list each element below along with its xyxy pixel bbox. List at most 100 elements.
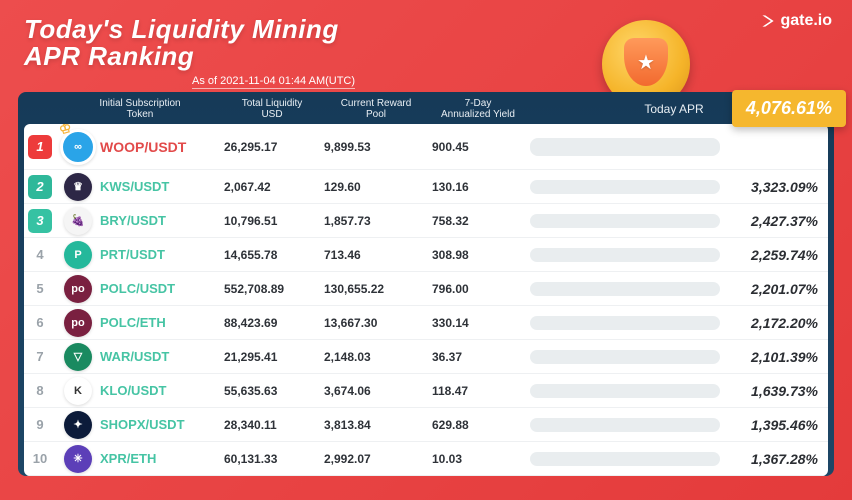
apr-value: 2,172.20% <box>726 315 822 331</box>
col-token: Initial Subscription Token <box>58 98 222 120</box>
yield-value: 796.00 <box>428 282 524 296</box>
page-title: Today's Liquidity Mining APR Ranking <box>24 16 828 71</box>
pair-label: WOOP/USDT <box>100 139 220 155</box>
liquidity-value: 28,340.11 <box>220 418 320 432</box>
table-row: 7 ▽ WAR/USDT21,295.412,148.0336.37 2,101.39… <box>24 340 828 374</box>
apr-value: 2,259.74% <box>726 247 822 263</box>
token-icon: ♔∞ <box>60 129 96 165</box>
apr-bar <box>530 282 720 296</box>
liquidity-value: 552,708.89 <box>220 282 320 296</box>
pair-label: SHOPX/USDT <box>100 417 220 432</box>
pair-label: KLO/USDT <box>100 383 220 398</box>
rank-badge: 4 <box>28 243 52 267</box>
token-icon: ▽ <box>64 343 92 371</box>
table-row: 3🍇BRY/USDT10,796.511,857.73758.322,427.3… <box>24 204 828 238</box>
pair-label: KWS/USDT <box>100 179 220 194</box>
yield-value: 36.37 <box>428 350 524 364</box>
apr-value: 1,367.28% <box>726 451 822 467</box>
reward-value: 129.60 <box>320 180 428 194</box>
reward-value: 3,813.84 <box>320 418 428 432</box>
as-of-timestamp: As of 2021-11-04 01:44 AM(UTC) <box>192 75 355 89</box>
title-line-1: Today's Liquidity Mining <box>24 14 339 44</box>
crown-icon: ♔ <box>57 124 74 138</box>
header: Today's Liquidity Mining APR Ranking As … <box>0 0 852 92</box>
rank-badge: 2 <box>28 175 52 199</box>
col-liquidity: Total Liquidity USD <box>222 98 322 120</box>
apr-bar <box>530 214 720 228</box>
yield-value: 10.03 <box>428 452 524 466</box>
table-row: 1♔∞WOOP/USDT26,295.179,899.53900.454,076… <box>24 124 828 170</box>
reward-value: 713.46 <box>320 248 428 262</box>
pair-label: POLC/USDT <box>100 281 220 296</box>
reward-value: 13,667.30 <box>320 316 428 330</box>
liquidity-value: 55,635.63 <box>220 384 320 398</box>
apr-value: 1,639.73% <box>726 383 822 399</box>
pair-label: WAR/USDT <box>100 349 220 364</box>
token-icon: ♛ <box>64 173 92 201</box>
token-icon: ✦ <box>64 411 92 439</box>
reward-value: 2,992.07 <box>320 452 428 466</box>
liquidity-value: 60,131.33 <box>220 452 320 466</box>
top-apr-badge: 4,076.61% <box>732 90 846 127</box>
ranking-panel: 4,076.61% Initial Subscription Token Tot… <box>18 92 834 476</box>
apr-bar <box>530 350 720 364</box>
star-icon: ★ <box>637 50 655 75</box>
rank-badge: 9 <box>28 413 52 437</box>
apr-value: 2,427.37% <box>726 213 822 229</box>
token-icon: P <box>64 241 92 269</box>
yield-value: 900.45 <box>428 140 524 154</box>
yield-value: 118.47 <box>428 384 524 398</box>
apr-bar <box>530 248 720 262</box>
title-line-2: APR Ranking <box>24 41 194 71</box>
table-row: 5 po POLC/USDT552,708.89130,655.22796.00 2,… <box>24 272 828 306</box>
yield-value: 130.16 <box>428 180 524 194</box>
apr-bar <box>530 316 720 330</box>
token-icon: ✳ <box>64 445 92 473</box>
pair-label: BRY/USDT <box>100 213 220 228</box>
reward-value: 130,655.22 <box>320 282 428 296</box>
rank-badge: 10 <box>28 447 52 471</box>
reward-value: 2,148.03 <box>320 350 428 364</box>
apr-bar <box>530 180 720 194</box>
table-row: 4P PRT/USDT14,655.78713.46308.98 2,259.74% <box>24 238 828 272</box>
rank-badge: 1 <box>28 135 52 159</box>
liquidity-value: 14,655.78 <box>220 248 320 262</box>
apr-bar <box>530 452 720 466</box>
pair-label: XPR/ETH <box>100 451 220 466</box>
liquidity-value: 2,067.42 <box>220 180 320 194</box>
reward-value: 1,857.73 <box>320 214 428 228</box>
token-icon: po <box>64 309 92 337</box>
col-yield: 7-Day Annualized Yield <box>430 98 526 120</box>
reward-value: 3,674.06 <box>320 384 428 398</box>
brand-logo: gate.io <box>762 12 832 30</box>
rank-badge: 7 <box>28 345 52 369</box>
rank-badge: 5 <box>28 277 52 301</box>
table-row: 8KKLO/USDT55,635.633,674.06118.471,639.7… <box>24 374 828 408</box>
yield-value: 308.98 <box>428 248 524 262</box>
liquidity-value: 10,796.51 <box>220 214 320 228</box>
yield-value: 330.14 <box>428 316 524 330</box>
table-row: 9 ✦ SHOPX/USDT28,340.113,813.84629.88 1,395… <box>24 408 828 442</box>
token-icon: K <box>64 377 92 405</box>
apr-bar <box>530 384 720 398</box>
token-icon: po <box>64 275 92 303</box>
chevrons-icon <box>762 14 776 28</box>
pair-label: PRT/USDT <box>100 247 220 262</box>
brand-name: gate.io <box>780 12 832 30</box>
token-icon: 🍇 <box>64 207 92 235</box>
table-row: 6poPOLC/ETH88,423.6913,667.30330.142,172… <box>24 306 828 340</box>
liquidity-value: 21,295.41 <box>220 350 320 364</box>
apr-value: 2,201.07% <box>726 281 822 297</box>
yield-value: 758.32 <box>428 214 524 228</box>
reward-value: 9,899.53 <box>320 140 428 154</box>
pair-label: POLC/ETH <box>100 315 220 330</box>
apr-value: 1,395.46% <box>726 417 822 433</box>
ranking-table: 1♔∞WOOP/USDT26,295.179,899.53900.454,076… <box>24 124 828 476</box>
apr-value: 2,101.39% <box>726 349 822 365</box>
table-row: 10 ✳ XPR/ETH60,131.332,992.0710.03 1,367.28… <box>24 442 828 476</box>
liquidity-value: 26,295.17 <box>220 140 320 154</box>
apr-value: 3,323.09% <box>726 179 822 195</box>
rank-badge: 6 <box>28 311 52 335</box>
col-reward: Current Reward Pool <box>322 98 430 120</box>
yield-value: 629.88 <box>428 418 524 432</box>
